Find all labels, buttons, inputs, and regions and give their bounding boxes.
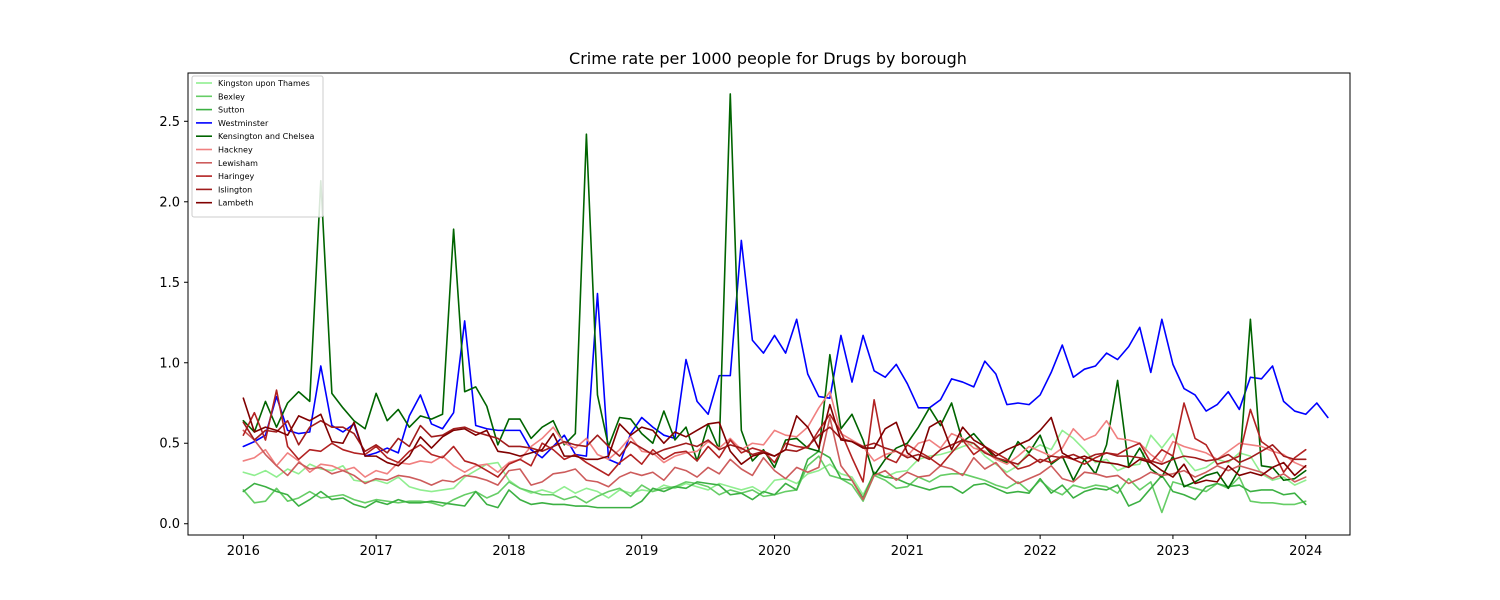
series-line-haringey (242, 389, 1307, 483)
legend-label: Haringey (218, 172, 255, 181)
y-tick-label: 2.0 (159, 195, 180, 210)
legend-label: Bexley (218, 92, 245, 101)
legend-label: Sutton (218, 106, 244, 115)
x-tick-label: 2022 (1024, 544, 1057, 559)
legend-label: Lambeth (218, 199, 253, 208)
legend-label: Westminster (218, 119, 269, 128)
series-line-lewisham (242, 416, 1307, 501)
series-line-kensington-and-chelsea (242, 93, 1307, 490)
legend-label: Kingston upon Thames (218, 79, 310, 88)
series-line-sutton (242, 450, 1307, 509)
x-tick-label: 2023 (1156, 544, 1189, 559)
y-tick-label: 1.0 (159, 356, 180, 371)
x-tick-label: 2017 (360, 544, 393, 559)
y-tick-label: 0.5 (159, 437, 180, 452)
legend: Kingston upon Thames Bexley Sutton Westmins… (191, 75, 324, 218)
legend-label: Kensington and Chelsea (218, 132, 315, 141)
x-tick-label: 2024 (1289, 544, 1322, 559)
series-line-lambeth (242, 397, 1307, 485)
y-tick-label: 2.5 (159, 115, 180, 130)
y-tick-label: 0.0 (159, 517, 180, 532)
plot-frame (187, 72, 1351, 536)
legend-box (191, 75, 324, 218)
legend-label: Lewisham (218, 159, 258, 168)
legend-label: Islington (218, 185, 252, 194)
series-line-westminster (242, 239, 1329, 465)
x-tick-label: 2019 (625, 544, 658, 559)
legend-label: Hackney (218, 146, 253, 155)
y-tick-label: 1.5 (159, 276, 180, 291)
x-tick-label: 2020 (758, 544, 791, 559)
x-tick-label: 2021 (891, 544, 924, 559)
series-line-hackney (242, 390, 1307, 478)
plot-area (242, 93, 1329, 514)
y-axis: 0.0 0.5 1.0 1.5 2.0 2.5 (159, 115, 188, 532)
series-layer (242, 93, 1329, 514)
chart-title: Crime rate per 1000 people for Drugs by … (569, 49, 967, 68)
x-axis: 2016 2017 2018 2019 2020 2021 2022 2023 2024 (227, 535, 1322, 559)
x-tick-label: 2016 (227, 544, 260, 559)
x-tick-label: 2018 (492, 544, 525, 559)
